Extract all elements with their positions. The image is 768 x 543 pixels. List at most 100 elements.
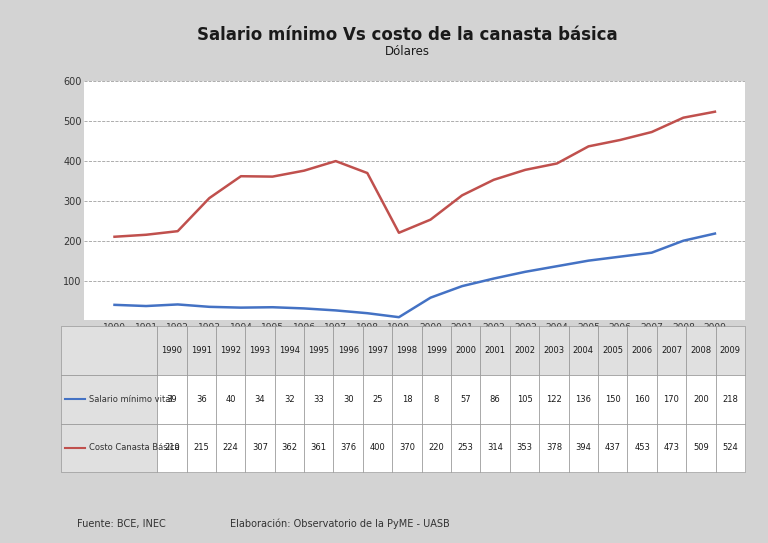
- Costo Canasta Básica: [268, 173, 277, 180]
- Text: Salario mínimo vital: Salario mínimo vital: [89, 395, 173, 403]
- Costo Canasta Básica: [394, 230, 403, 236]
- FancyBboxPatch shape: [716, 424, 745, 472]
- Salario mínimo vital: [679, 237, 688, 244]
- Text: Elaboración: Observatorio de la PyME - UASB: Elaboración: Observatorio de la PyME - U…: [230, 519, 450, 529]
- Text: 1992: 1992: [220, 346, 241, 355]
- Text: 314: 314: [487, 444, 503, 452]
- FancyBboxPatch shape: [598, 326, 627, 375]
- FancyBboxPatch shape: [657, 424, 686, 472]
- FancyBboxPatch shape: [362, 326, 392, 375]
- Costo Canasta Básica: [141, 231, 151, 238]
- FancyBboxPatch shape: [187, 326, 216, 375]
- FancyBboxPatch shape: [61, 424, 157, 472]
- Costo Canasta Básica: [710, 109, 720, 115]
- Text: 220: 220: [429, 444, 444, 452]
- FancyBboxPatch shape: [481, 326, 510, 375]
- Text: 150: 150: [605, 395, 621, 403]
- Text: 394: 394: [575, 444, 591, 452]
- FancyBboxPatch shape: [157, 375, 187, 424]
- Salario mínimo vital: [426, 294, 435, 301]
- Text: 2004: 2004: [573, 346, 594, 355]
- Text: 1996: 1996: [338, 346, 359, 355]
- Text: 200: 200: [693, 395, 709, 403]
- Text: 2008: 2008: [690, 346, 711, 355]
- Salario mínimo vital: [237, 305, 246, 311]
- Costo Canasta Básica: [647, 129, 657, 135]
- Text: 1995: 1995: [308, 346, 329, 355]
- Text: 2006: 2006: [631, 346, 653, 355]
- Text: 18: 18: [402, 395, 412, 403]
- Text: 1998: 1998: [396, 346, 418, 355]
- FancyBboxPatch shape: [422, 424, 451, 472]
- FancyBboxPatch shape: [422, 375, 451, 424]
- FancyBboxPatch shape: [216, 326, 245, 375]
- Text: Salario mínimo Vs costo de la canasta básica: Salario mínimo Vs costo de la canasta bá…: [197, 26, 617, 45]
- FancyBboxPatch shape: [481, 424, 510, 472]
- FancyBboxPatch shape: [187, 375, 216, 424]
- Costo Canasta Básica: [205, 195, 214, 201]
- Text: 122: 122: [546, 395, 561, 403]
- Salario mínimo vital: [362, 310, 372, 317]
- Text: 86: 86: [490, 395, 501, 403]
- FancyBboxPatch shape: [392, 326, 422, 375]
- FancyBboxPatch shape: [539, 375, 568, 424]
- Costo Canasta Básica: [615, 137, 624, 143]
- FancyBboxPatch shape: [686, 326, 716, 375]
- Salario mínimo vital: [300, 305, 309, 312]
- Salario mínimo vital: [647, 249, 657, 256]
- Text: 307: 307: [252, 444, 268, 452]
- Text: 105: 105: [517, 395, 532, 403]
- FancyBboxPatch shape: [627, 326, 657, 375]
- Text: Costo Canasta Básica: Costo Canasta Básica: [89, 444, 180, 452]
- FancyBboxPatch shape: [304, 375, 333, 424]
- Text: 524: 524: [723, 444, 738, 452]
- FancyBboxPatch shape: [568, 424, 598, 472]
- Salario mínimo vital: [141, 303, 151, 310]
- FancyBboxPatch shape: [627, 375, 657, 424]
- FancyBboxPatch shape: [451, 375, 481, 424]
- Text: 33: 33: [313, 395, 324, 403]
- FancyBboxPatch shape: [275, 375, 304, 424]
- Text: 224: 224: [223, 444, 239, 452]
- Text: 437: 437: [604, 444, 621, 452]
- Salario mínimo vital: [489, 275, 498, 282]
- Salario mínimo vital: [110, 301, 119, 308]
- Salario mínimo vital: [710, 230, 720, 237]
- Text: 34: 34: [255, 395, 265, 403]
- FancyBboxPatch shape: [362, 424, 392, 472]
- FancyBboxPatch shape: [157, 424, 187, 472]
- Text: 25: 25: [372, 395, 382, 403]
- Text: Fuente: BCE, INEC: Fuente: BCE, INEC: [77, 520, 166, 529]
- Text: 36: 36: [196, 395, 207, 403]
- Text: 2009: 2009: [720, 346, 741, 355]
- Costo Canasta Básica: [173, 228, 182, 235]
- Text: 376: 376: [340, 444, 356, 452]
- FancyBboxPatch shape: [510, 424, 539, 472]
- FancyBboxPatch shape: [510, 375, 539, 424]
- FancyBboxPatch shape: [657, 375, 686, 424]
- Costo Canasta Básica: [331, 158, 340, 165]
- Text: 39: 39: [167, 395, 177, 403]
- Text: 2000: 2000: [455, 346, 476, 355]
- FancyBboxPatch shape: [362, 375, 392, 424]
- FancyBboxPatch shape: [61, 375, 157, 424]
- Text: 215: 215: [194, 444, 209, 452]
- FancyBboxPatch shape: [598, 424, 627, 472]
- Costo Canasta Básica: [110, 233, 119, 240]
- Text: 1991: 1991: [190, 346, 212, 355]
- Text: 370: 370: [399, 444, 415, 452]
- Text: 8: 8: [434, 395, 439, 403]
- Salario mínimo vital: [584, 257, 593, 264]
- Line: Costo Canasta Básica: Costo Canasta Básica: [114, 112, 715, 237]
- FancyBboxPatch shape: [304, 424, 333, 472]
- FancyBboxPatch shape: [716, 375, 745, 424]
- Text: 160: 160: [634, 395, 650, 403]
- Text: 40: 40: [225, 395, 236, 403]
- FancyBboxPatch shape: [304, 326, 333, 375]
- FancyBboxPatch shape: [392, 375, 422, 424]
- FancyBboxPatch shape: [568, 375, 598, 424]
- Costo Canasta Básica: [489, 176, 498, 183]
- FancyBboxPatch shape: [216, 424, 245, 472]
- Text: 1997: 1997: [367, 346, 388, 355]
- FancyBboxPatch shape: [598, 375, 627, 424]
